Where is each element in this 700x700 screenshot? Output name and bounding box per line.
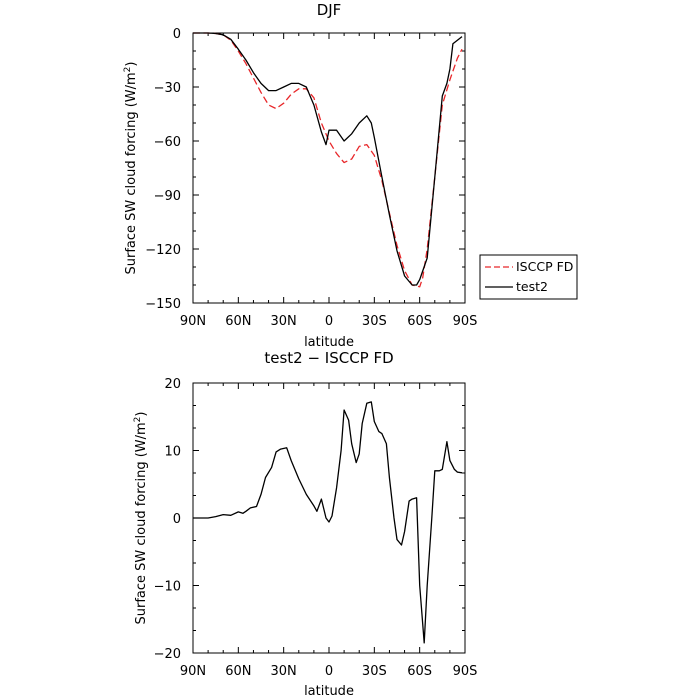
top-x-tick-label: 90S: [453, 314, 478, 329]
bottom-y-axis-label-end: ): [134, 412, 149, 417]
top-x-tick-label: 60N: [225, 314, 251, 329]
top-x-tick-label: 0: [325, 314, 333, 329]
top-chart-panel: DJF 90N 60N 30N 0 30S 60S 90S 0 −30 −60 −90 −120 −15…: [123, 1, 477, 350]
top-y-axis-label-end: ): [124, 62, 139, 67]
top-x-tick-label: 90N: [180, 314, 206, 329]
top-x-tick-label: 30N: [271, 314, 297, 329]
top-y-tick-label: −120: [145, 243, 181, 258]
top-y-axis-label-sup: 2: [123, 67, 133, 73]
top-y-tick-label: −30: [154, 81, 181, 96]
bottom-y-axis-label-sup: 2: [133, 417, 143, 423]
legend: ISCCP FD test2: [479, 254, 578, 300]
bottom-x-tick-label: 30S: [362, 664, 387, 679]
top-y-axis-label: Surface SW cloud forcing (W/m2): [123, 62, 139, 275]
bottom-y-tick-label: 20: [164, 377, 181, 392]
bottom-series-group: [193, 401, 463, 644]
top-y-tick-label: −90: [154, 189, 181, 204]
bottom-x-tick-label: 90N: [180, 664, 206, 679]
top-axis-ticks: 90N 60N 30N 0 30S 60S 90S 0 −30 −60 −90 −120 −150: [145, 27, 477, 329]
bottom-y-tick-label: −20: [154, 647, 181, 662]
bottom-chart-title: test2 − ISCCP FD: [264, 349, 393, 367]
bottom-axis-ticks: 90N 60N 30N 0 30S 60S 90S 20 10 0 −10 −20: [154, 377, 478, 679]
top-y-tick-label: −150: [145, 297, 181, 312]
bottom-y-axis-label: Surface SW cloud forcing (W/m2): [133, 412, 149, 625]
bottom-x-tick-label: 0: [325, 664, 333, 679]
bottom-y-tick-label: 10: [164, 445, 181, 460]
top-plot-frame: [192, 32, 466, 304]
legend-item-test2: test2: [516, 279, 548, 294]
bottom-x-tick-label: 30N: [271, 664, 297, 679]
bottom-x-tick-label: 90S: [453, 664, 478, 679]
bottom-y-tick-label: −10: [154, 580, 181, 595]
top-chart-title: DJF: [317, 1, 342, 19]
bottom-series-line-difference: [193, 401, 463, 644]
bottom-y-axis-label-main: Surface SW cloud forcing (W/m: [134, 422, 149, 624]
bottom-x-tick-label: 60S: [407, 664, 432, 679]
legend-box: [479, 254, 578, 300]
bottom-plot-frame: [192, 382, 466, 654]
top-series-group: [193, 32, 463, 288]
top-x-tick-label: 60S: [407, 314, 432, 329]
top-x-tick-label: 30S: [362, 314, 387, 329]
bottom-y-tick-label: 0: [173, 512, 181, 527]
top-y-tick-label: 0: [173, 27, 181, 42]
bottom-chart-panel: test2 − ISCCP FD 90N 60N 30N 0 30S 60S 90S2010…: [133, 349, 477, 699]
top-y-tick-label: −60: [154, 135, 181, 150]
top-series-line-isccp-fd: [193, 32, 463, 288]
legend-item-isccp: ISCCP FD: [516, 259, 573, 274]
bottom-x-tick-label: 60N: [225, 664, 251, 679]
bottom-x-axis-label: latitude: [304, 684, 354, 699]
top-series-line-test2: [193, 32, 463, 286]
top-x-axis-label: latitude: [304, 335, 354, 350]
top-y-axis-label-main: Surface SW cloud forcing (W/m: [124, 72, 139, 274]
